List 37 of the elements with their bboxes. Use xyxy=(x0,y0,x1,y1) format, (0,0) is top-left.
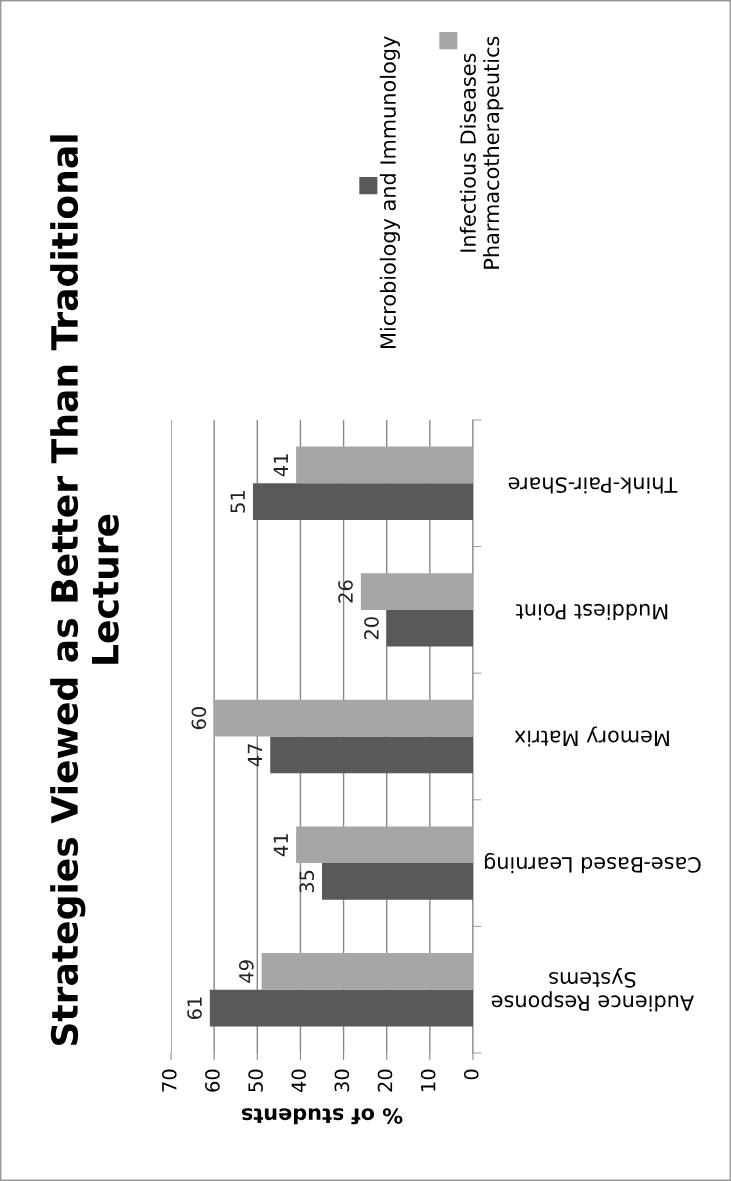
bar xyxy=(252,483,473,521)
x-tick-label: 0 xyxy=(463,1069,479,1080)
x-tick-label: 10 xyxy=(420,1069,436,1091)
data-label: 41 xyxy=(273,454,288,477)
bar xyxy=(322,863,473,900)
y-tick-label: Audience Response Systems xyxy=(491,967,694,1012)
x-axis-title: % of students xyxy=(241,1108,403,1125)
y-tick-label: Memory Matrix xyxy=(514,726,669,747)
data-label: 20 xyxy=(364,617,379,640)
legend-label: Infectious Diseases Pharmacotherapeutics xyxy=(459,36,504,269)
x-tick-label: 50 xyxy=(248,1069,263,1092)
text: Strategies Viewed as Better Than Traditional Lecture xyxy=(50,135,119,1046)
data-label: 35 xyxy=(299,870,315,893)
x-tick-label: 60 xyxy=(205,1069,220,1092)
data-label: 61 xyxy=(187,997,202,1020)
data-label: 49 xyxy=(238,960,254,983)
bar xyxy=(386,609,473,647)
x-tick-label: 70 xyxy=(161,1069,177,1092)
x-tick-label: 20 xyxy=(377,1069,393,1092)
legend-label: Microbiology and Immunology xyxy=(379,36,400,348)
x-tick-label: 40 xyxy=(291,1069,307,1093)
bar xyxy=(296,826,473,864)
data-label: 47 xyxy=(247,744,263,767)
bar xyxy=(296,446,473,484)
bar xyxy=(209,989,473,1027)
data-label: 60 xyxy=(191,707,207,730)
data-label: 41 xyxy=(273,834,288,857)
y-tick-label: Case-Based Learning xyxy=(484,853,701,874)
bar xyxy=(214,699,473,737)
data-label: 26 xyxy=(338,580,353,603)
y-tick-label: Muddiest Point xyxy=(516,603,668,620)
x-tick-label: 30 xyxy=(334,1069,350,1092)
bar xyxy=(261,952,473,990)
y-tick-label: Think-Pair-Share xyxy=(508,477,678,494)
bar xyxy=(270,736,473,774)
bar xyxy=(360,573,473,610)
data-label: 51 xyxy=(230,491,246,513)
